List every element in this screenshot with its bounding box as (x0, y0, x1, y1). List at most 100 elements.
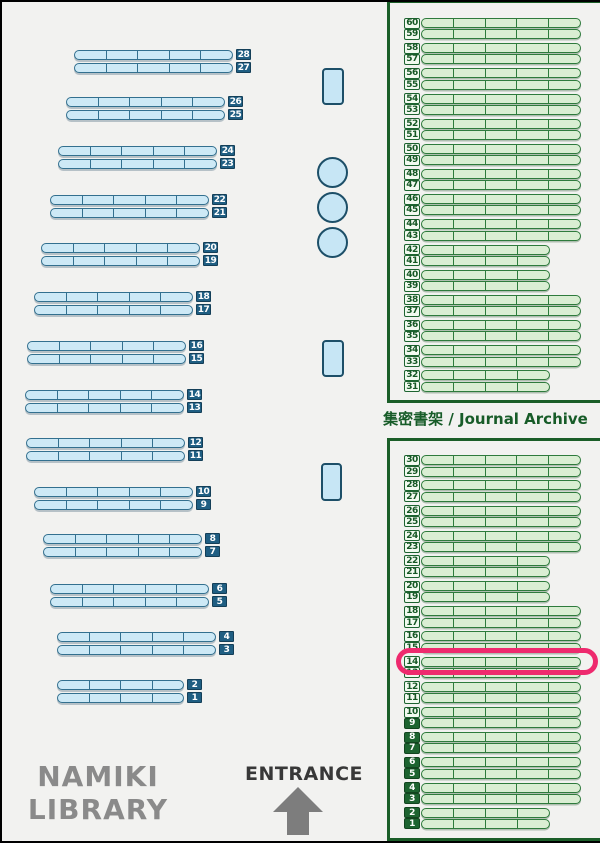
shelf-segment (152, 452, 184, 460)
shelf-segment (452, 94, 485, 103)
shelf-segment (128, 501, 161, 509)
shelf-segment (548, 492, 580, 501)
shelf-segment (548, 783, 580, 792)
shelf-segment (137, 51, 169, 59)
library-title: NAMIKI LIBRARY (14, 760, 182, 826)
bookshelf-label-22: 22 (212, 194, 227, 205)
shelf-segment (484, 231, 517, 240)
shelf-segment (44, 535, 75, 543)
shelf-segment (119, 404, 152, 412)
shelf-segment (192, 98, 224, 106)
shelf-segment (97, 488, 129, 496)
shelf-segment (548, 105, 580, 114)
shelf-segment (422, 246, 453, 254)
shelf-segment (167, 244, 199, 252)
shelf-segment (516, 30, 548, 39)
shelf-segment (152, 160, 185, 168)
shelf-segment (548, 321, 580, 330)
shelf-segment (516, 295, 548, 304)
shelf-segment (516, 531, 548, 540)
shelf-segment (26, 391, 57, 399)
shelf-segment (452, 769, 485, 778)
shelf-segment (422, 744, 453, 752)
archive-shelf-label-40: 40 (404, 269, 420, 281)
archive-shelf-row-56 (421, 68, 581, 79)
shelf-segment (516, 682, 548, 691)
bookshelf-row-26 (66, 97, 225, 107)
shelf-segment (422, 371, 453, 379)
archive-shelf-row-27 (421, 491, 581, 502)
shelf-segment (548, 657, 580, 666)
archive-shelf-label-12: 12 (404, 681, 420, 693)
bookshelf-label-5: 5 (212, 596, 227, 607)
shelf-segment (452, 220, 485, 229)
shelf-segment (65, 501, 98, 509)
shelf-segment (168, 64, 201, 72)
archive-shelf-row-12 (421, 681, 581, 692)
archive-shelf-label-19: 19 (404, 591, 420, 603)
shelf-segment (484, 719, 517, 728)
bookshelf-label-26: 26 (228, 96, 243, 107)
shelf-segment (485, 270, 517, 279)
shelf-segment (517, 582, 549, 591)
archive-shelf-label-16: 16 (404, 630, 420, 642)
shelf-segment (137, 535, 170, 543)
shelf-segment (548, 295, 580, 304)
shelf-segment (422, 332, 453, 340)
shelf-segment (548, 744, 580, 753)
shelf-segment (516, 657, 548, 666)
archive-shelf-row-14 (421, 656, 581, 667)
shelf-segment (422, 820, 453, 828)
shelf-segment (548, 181, 580, 190)
shelf-segment (120, 439, 153, 447)
shelf-segment (57, 439, 90, 447)
archive-shelf-row-58 (421, 43, 581, 54)
archive-shelf-label-7: 7 (404, 742, 420, 754)
shelf-segment (56, 391, 89, 399)
shelf-segment (452, 481, 485, 490)
shelf-segment (452, 783, 485, 792)
shelf-segment (548, 156, 580, 165)
shelf-segment (485, 819, 517, 828)
shelf-segment (65, 306, 98, 314)
shelf-segment (516, 733, 548, 742)
shelf-segment (176, 598, 208, 606)
archive-shelf-label-57: 57 (404, 53, 420, 65)
shelf-segment (485, 282, 517, 290)
archive-shelf-label-49: 49 (404, 154, 420, 166)
archive-shelf-label-22: 22 (404, 555, 420, 567)
shelf-segment (113, 598, 145, 606)
bookshelf-row-24 (58, 146, 217, 156)
bookshelf-label-24: 24 (220, 145, 235, 156)
shelf-segment (484, 44, 517, 53)
shelf-segment (452, 357, 485, 366)
bookshelf-row-17 (34, 305, 193, 315)
shelf-segment (516, 769, 548, 778)
archive-shelf-label-37: 37 (404, 305, 420, 317)
shelf-segment (422, 784, 453, 792)
bookshelf-row-19 (41, 256, 200, 266)
shelf-segment (106, 548, 138, 556)
shelf-segment (422, 232, 453, 240)
archive-shelf-label-42: 42 (404, 244, 420, 256)
bookshelf-label-14: 14 (187, 389, 202, 400)
archive-shelf-label-26: 26 (404, 505, 420, 517)
archive-shelf-label-9: 9 (404, 717, 420, 729)
shelf-segment (453, 593, 485, 602)
shelf-segment (121, 355, 154, 363)
shelf-segment (516, 156, 548, 165)
shelf-segment (516, 708, 548, 716)
shelf-segment (151, 404, 183, 412)
shelf-segment (75, 64, 106, 72)
archive-shelf-label-24: 24 (404, 530, 420, 542)
shelf-segment (26, 404, 57, 412)
archive-shelf-row-6 (421, 757, 581, 768)
shelf-segment (452, 321, 485, 330)
shelf-segment (422, 543, 453, 551)
shelf-segment (422, 532, 453, 540)
shelf-segment (484, 733, 517, 742)
bookshelf-label-17: 17 (196, 304, 211, 315)
bookshelf-row-25 (66, 110, 225, 120)
shelf-segment (422, 307, 453, 315)
shelf-segment (516, 80, 548, 89)
